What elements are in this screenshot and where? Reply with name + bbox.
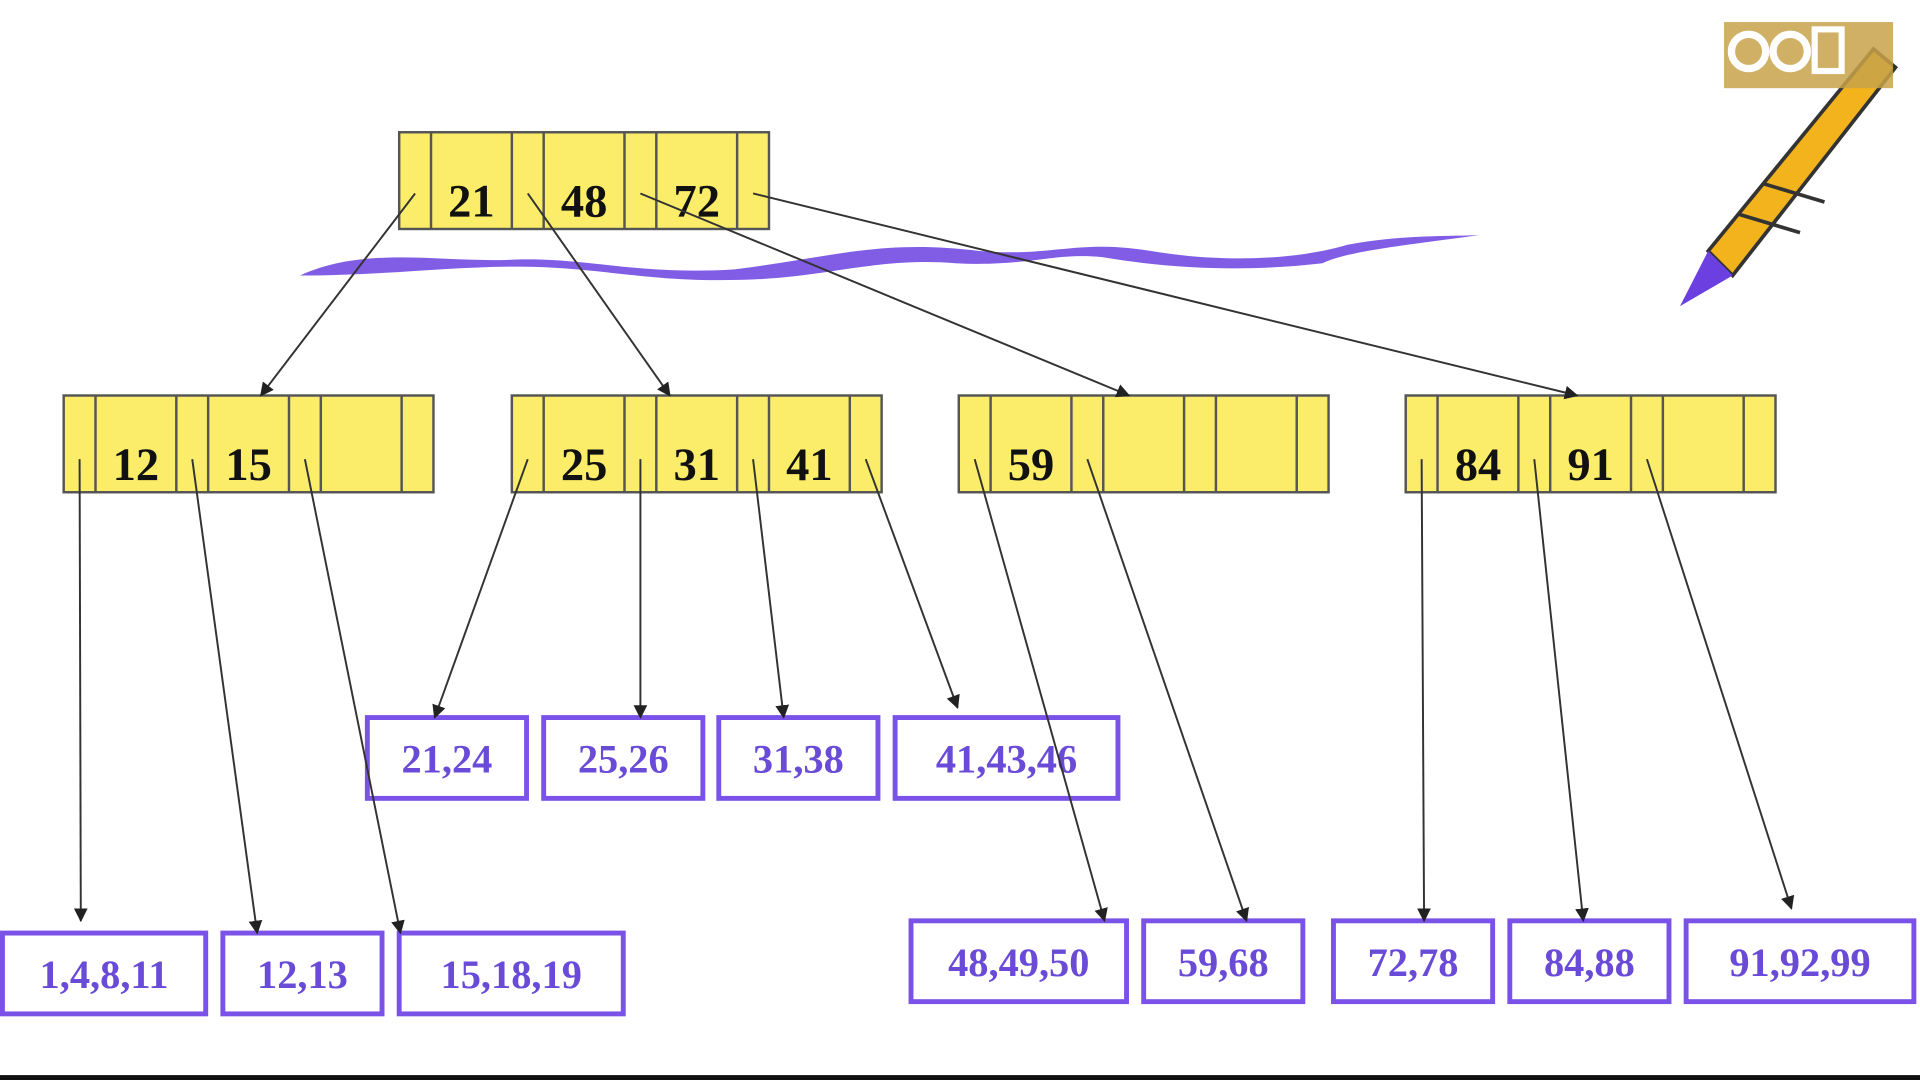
- pointer-arrow: [432, 458, 529, 719]
- pointer-arrow: [259, 192, 416, 397]
- pointer-arrow: [191, 459, 263, 935]
- node-key: 59: [1008, 440, 1055, 491]
- pen-icon: [1680, 22, 1899, 307]
- pointer-arrow: [526, 192, 671, 397]
- pointer-arrow: [1646, 458, 1795, 910]
- leaf-node: [364, 715, 529, 801]
- internal-node: [510, 394, 883, 494]
- leaf-label: 31,38: [753, 737, 844, 782]
- internal-node: [62, 394, 435, 494]
- leaf-node: [396, 930, 626, 1017]
- pointer-arrow: [303, 458, 405, 935]
- internal-node: [957, 394, 1330, 494]
- node-key: 48: [561, 177, 608, 228]
- leaf-label: 91,92,99: [1729, 940, 1870, 985]
- leaf-label: 41,43,46: [936, 737, 1077, 782]
- leaf-node: [892, 715, 1121, 801]
- pointer-arrow: [640, 192, 1131, 398]
- pointer-arrow: [1086, 458, 1249, 923]
- leaf-node: [541, 715, 706, 801]
- leaf-label: 48,49,50: [948, 940, 1089, 985]
- leaf-node: [908, 918, 1129, 1005]
- pen-stroke: [300, 235, 1480, 281]
- node-key: 15: [225, 440, 272, 491]
- pointer-arrow: [752, 459, 790, 719]
- node-key: 91: [1567, 440, 1614, 491]
- leaf-label: 15,18,19: [441, 952, 582, 997]
- root-node: [397, 131, 771, 231]
- leaf-label: 12,13: [257, 952, 348, 997]
- node-key: 84: [1455, 440, 1502, 491]
- leaf-node: [1331, 918, 1496, 1005]
- node-key: 12: [113, 440, 160, 491]
- leaf-label: 84,88: [1544, 940, 1635, 985]
- leaf-node: [220, 930, 385, 1017]
- node-key: 41: [786, 440, 833, 491]
- leaf-label: 72,78: [1368, 940, 1459, 985]
- leaf-label: 59,68: [1178, 940, 1269, 985]
- node-key: 72: [673, 177, 720, 228]
- leaf-label: 25,26: [578, 737, 669, 782]
- pointer-arrow: [73, 459, 88, 923]
- pointer-arrow: [1417, 459, 1431, 923]
- leaf-label: 21,24: [401, 737, 492, 782]
- pointer-arrow: [973, 458, 1108, 923]
- pointer-arrow: [752, 192, 1579, 400]
- leaf-label: 1,4,8,11: [40, 952, 169, 997]
- bottom-bar: [0, 1075, 1920, 1080]
- internal-node: [1404, 394, 1777, 494]
- leaf-node: [1683, 918, 1917, 1005]
- leaf-node: [1507, 918, 1672, 1005]
- pointer-arrow: [1533, 459, 1589, 923]
- node-key: 31: [673, 440, 720, 491]
- leaf-node: [716, 715, 881, 801]
- pointer-arrow: [864, 458, 960, 710]
- node-key: 21: [448, 177, 495, 228]
- leaf-node: [0, 930, 209, 1017]
- node-key: 25: [561, 440, 608, 491]
- leaf-node: [1141, 918, 1306, 1005]
